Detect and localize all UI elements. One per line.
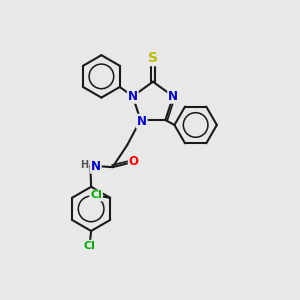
Text: N: N [128, 90, 138, 103]
Text: N: N [91, 160, 101, 173]
Text: O: O [129, 155, 139, 168]
Text: N: N [168, 90, 178, 103]
Text: Cl: Cl [84, 241, 96, 251]
Text: H: H [80, 160, 88, 170]
Text: Cl: Cl [90, 190, 102, 200]
Text: N: N [137, 115, 147, 128]
Text: S: S [148, 51, 158, 65]
